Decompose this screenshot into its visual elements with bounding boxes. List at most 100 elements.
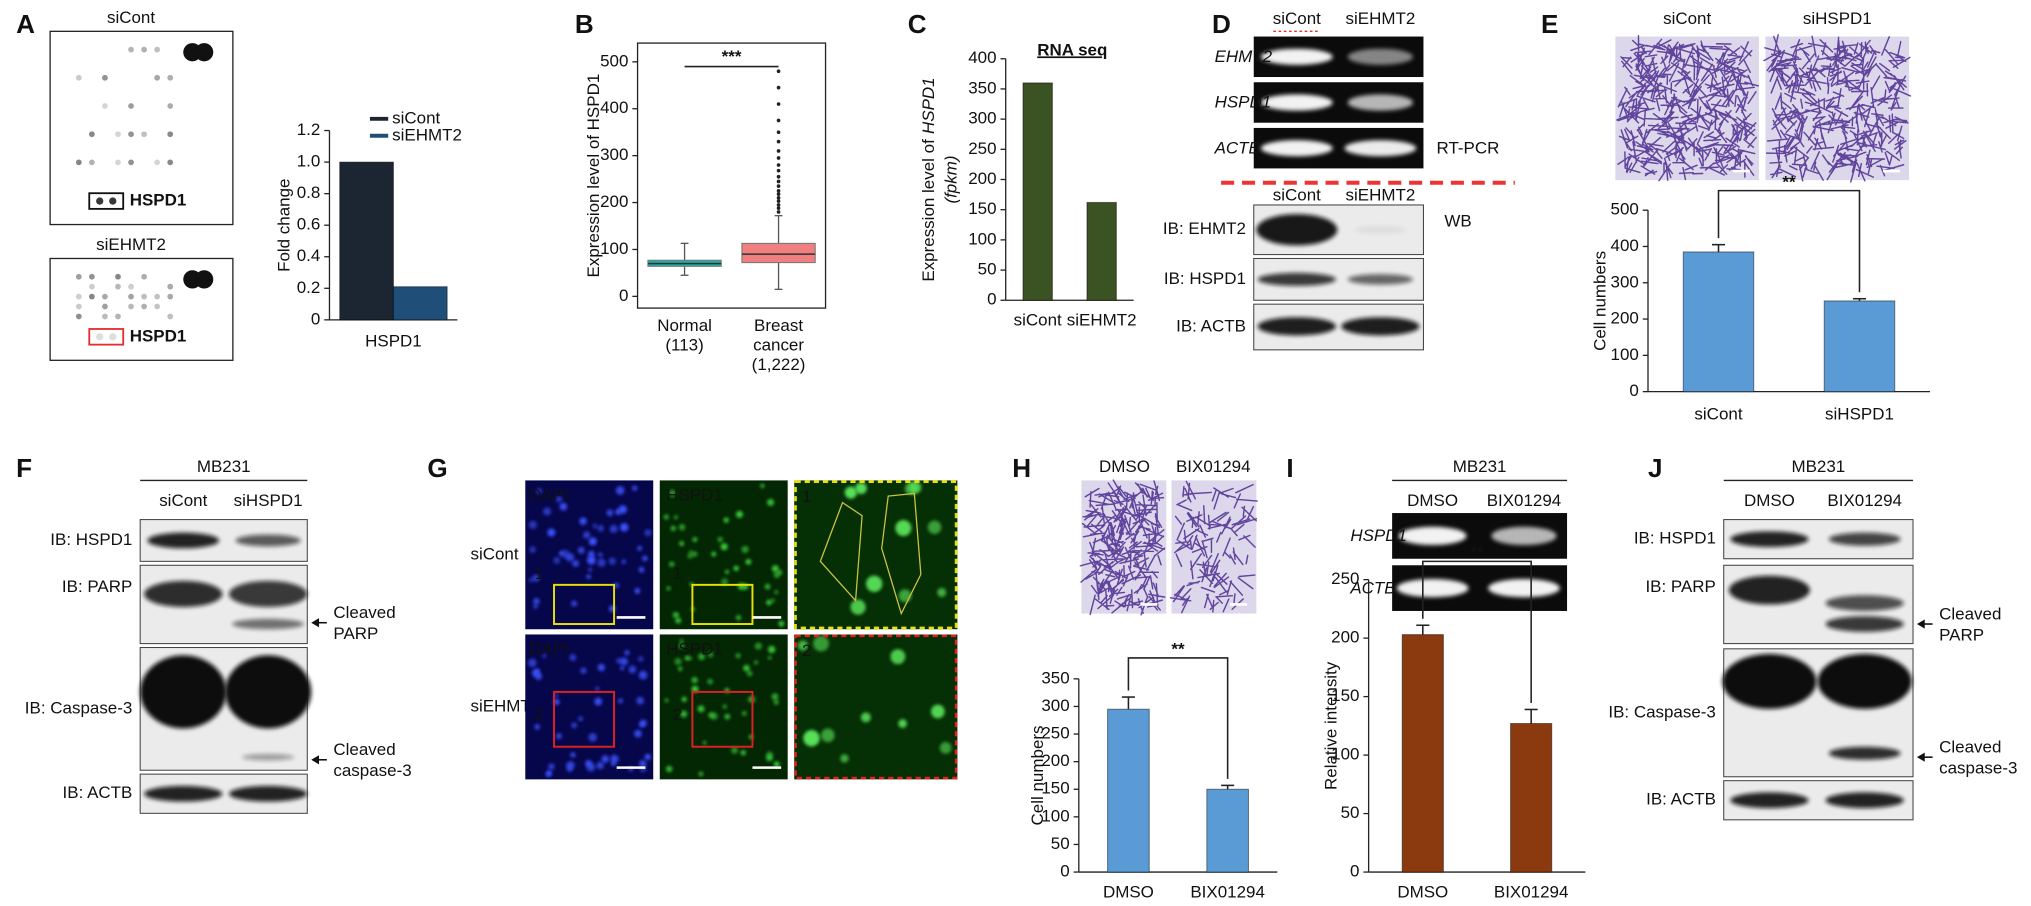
arrow-label: caspase-3 [333, 761, 411, 780]
nucleus [684, 655, 690, 661]
nucleus [532, 574, 540, 582]
y-tick-label: 0 [311, 309, 320, 328]
arrow-label: Cleaved [333, 603, 395, 622]
x-tick-label: DMSO [1397, 882, 1448, 901]
channel-label: HSPD1 [666, 486, 723, 505]
y-tick-label: 300 [968, 109, 996, 128]
x-tick-label: siCont [1014, 311, 1062, 330]
reference-spot [195, 270, 214, 289]
nucleus [529, 546, 536, 553]
bar [1086, 201, 1117, 301]
nucleus [569, 654, 577, 661]
y-tick-label: 0 [1629, 381, 1638, 400]
y-axis-label: Relative intensity [1322, 661, 1341, 790]
nucleus [617, 698, 624, 704]
nucleus [528, 520, 537, 529]
nucleus [546, 770, 552, 776]
nucleus [644, 753, 651, 761]
nucleus [577, 546, 585, 554]
y-tick-label: 100 [600, 239, 628, 258]
nucleus [596, 761, 604, 770]
blot-label: HSPD1 [130, 191, 187, 210]
panel-letter: J [1648, 453, 1663, 483]
nucleus [572, 559, 580, 567]
nucleus [673, 515, 678, 520]
row-label: IB: PARP [1645, 577, 1715, 596]
gel-band [1260, 48, 1333, 65]
nucleus [620, 523, 629, 532]
nucleus [533, 598, 540, 605]
blot-band [1730, 792, 1809, 809]
nucleus [746, 670, 753, 677]
nucleus [587, 550, 595, 558]
y-tick-label: 50 [978, 260, 997, 279]
nucleus [733, 565, 739, 572]
nucleus [536, 488, 542, 494]
region-box [553, 583, 616, 625]
gel-band [1396, 578, 1469, 598]
spot [128, 159, 134, 166]
panel-letter: B [575, 9, 594, 39]
nucleus [597, 663, 605, 672]
spot [75, 313, 82, 320]
blot-band [1825, 616, 1904, 632]
nucleus [745, 558, 752, 565]
arrow-label: Cleaved [333, 740, 395, 759]
outlier [776, 199, 781, 203]
bar [1823, 300, 1896, 393]
blot-band [228, 580, 308, 608]
nucleus [679, 638, 684, 643]
blot-band [232, 618, 305, 630]
y-tick-label: 150 [1331, 686, 1359, 705]
channel-label: HSPD1 [666, 640, 723, 659]
cell-outline [819, 492, 922, 616]
cell-line: MB231 [1453, 457, 1507, 476]
spot [141, 46, 147, 53]
blot-band [225, 655, 312, 729]
blot-band [1825, 792, 1904, 809]
nucleus [692, 551, 698, 557]
y-tick-label: 400 [968, 48, 996, 67]
row-label: IB: HSPD1 [1164, 269, 1246, 288]
column-label: siHSPD1 [234, 491, 303, 510]
nucleus [707, 651, 714, 658]
spot [167, 293, 174, 300]
panel-letter: E [1541, 9, 1558, 39]
column-label: siEHMT2 [1345, 185, 1415, 204]
nucleus [735, 510, 744, 518]
gel-band [1347, 94, 1414, 111]
row-label: IB: ACTB [1176, 317, 1246, 336]
nucleus [619, 665, 625, 671]
y-tick-label: 100 [1041, 806, 1069, 825]
nucleus [610, 754, 619, 764]
nucleus [588, 733, 597, 742]
nucleus [735, 653, 741, 659]
blot-band [1825, 595, 1904, 611]
nucleus [720, 543, 728, 551]
y-axis-label: Expression level of HSPD1 [919, 77, 938, 281]
region-box [691, 583, 754, 625]
blot-band [1730, 531, 1809, 547]
bar [339, 161, 394, 321]
nucleus [620, 657, 628, 666]
blot-band [144, 580, 223, 608]
nucleus [939, 741, 952, 754]
spot [115, 273, 121, 280]
nucleus [766, 751, 773, 759]
nucleus [767, 645, 776, 654]
nucleus [566, 761, 575, 770]
box [741, 242, 816, 264]
blot-band [1817, 654, 1912, 709]
y-tick-label: 200 [1331, 628, 1359, 647]
legend-label: siEHMT2 [392, 125, 462, 144]
nucleus [904, 482, 918, 495]
y-tick-label: 100 [1611, 345, 1639, 364]
legend-label: siCont [392, 108, 440, 127]
nucleus [668, 561, 675, 567]
target-spot [96, 333, 104, 341]
spot [89, 293, 95, 300]
y-tick-label: 50 [1341, 803, 1360, 822]
y-axis-label: (fpkm) [942, 155, 961, 203]
spot [102, 313, 108, 320]
nucleus [927, 520, 942, 534]
